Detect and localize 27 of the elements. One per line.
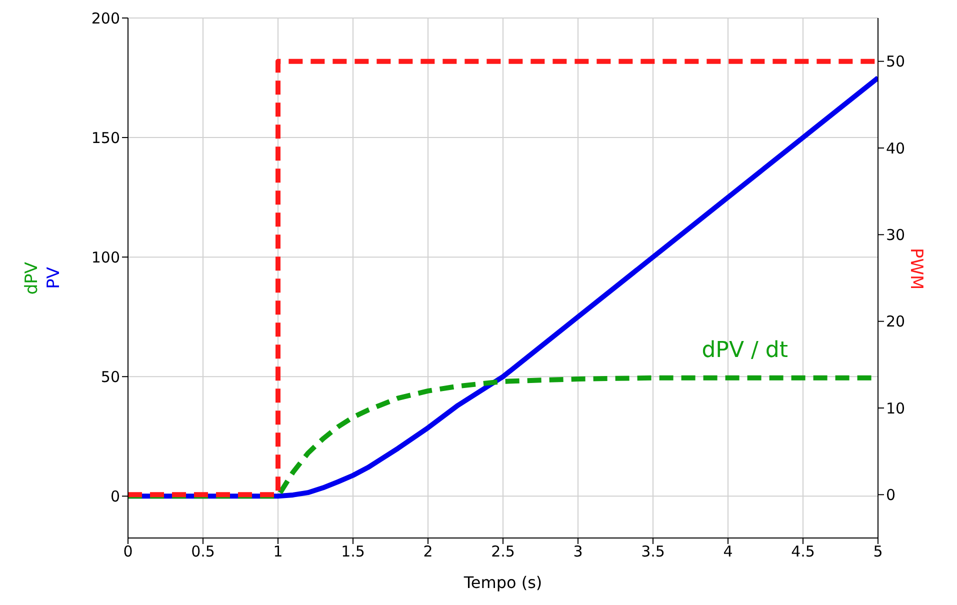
y2-tick-label: 10 (886, 399, 906, 418)
x-tick-label: 4 (723, 542, 733, 561)
y2-tick-label: 50 (886, 52, 906, 71)
y2-tick-label: 20 (886, 312, 906, 331)
x-tick-label: 3.5 (641, 542, 665, 561)
y-tick-label: 100 (91, 248, 120, 266)
text: dPV (22, 262, 42, 294)
y2-axis-title: PWM (906, 248, 926, 290)
x-tick-label: 3 (573, 542, 583, 561)
y-tick-label: 50 (100, 368, 120, 386)
x-axis-title: Tempo (s) (462, 573, 542, 592)
x-tick-label: 2.5 (491, 542, 515, 561)
y2-tick-label: 30 (886, 226, 906, 244)
x-tick-label: 0 (123, 542, 133, 561)
y2-tick-label: 40 (886, 139, 906, 158)
series-label: dPV / dt (702, 338, 788, 363)
y-tick-label: 200 (91, 9, 120, 28)
y-tick-label: 150 (91, 128, 120, 147)
x-tick-label: 1.5 (341, 542, 365, 561)
y2-tick-label: 0 (886, 486, 896, 504)
x-tick-label: 0.5 (191, 542, 215, 561)
x-tick-label: 2 (423, 542, 433, 561)
y-axis-title: PV (44, 267, 64, 289)
x-tick-label: 1 (273, 542, 283, 561)
y-tick-label: 0 (110, 487, 120, 506)
x-tick-label: 4.5 (791, 542, 815, 561)
x-tick-label: 5 (873, 542, 883, 561)
